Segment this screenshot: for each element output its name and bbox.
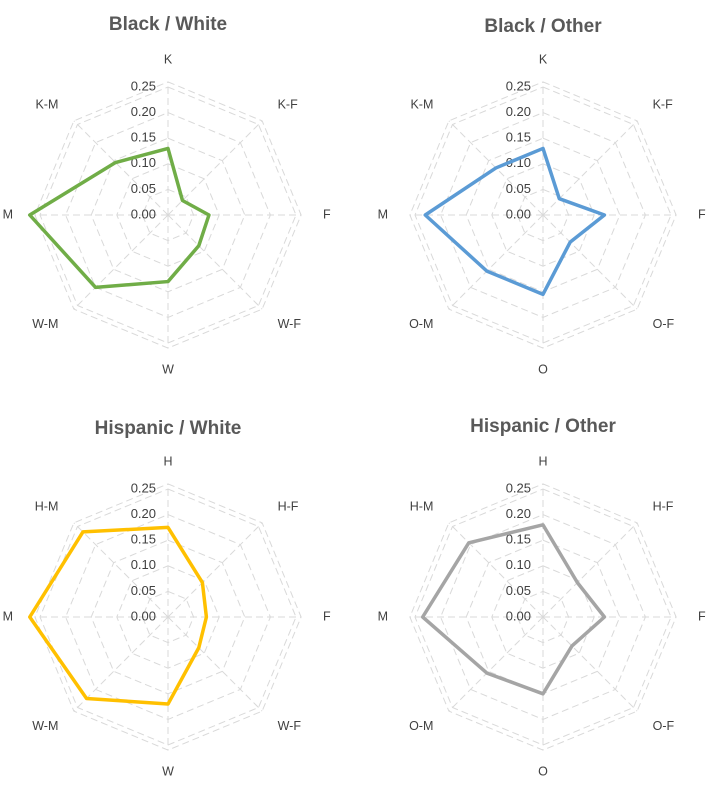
category-label-h-f: H-F	[653, 500, 674, 514]
series-line	[423, 146, 607, 297]
axis-spoke	[73, 616, 169, 712]
axis-spoke	[542, 214, 638, 310]
series-line	[420, 523, 607, 696]
category-label-k: K	[539, 52, 548, 66]
tick-label: 0.10	[506, 557, 531, 572]
tick-label: 0.00	[131, 206, 156, 221]
category-label-m: M	[3, 207, 13, 221]
tick-label: 0.15	[131, 532, 156, 547]
gridline-ring	[90, 539, 246, 695]
category-label-o-m: O-M	[409, 719, 433, 733]
category-label-w: W	[162, 362, 174, 376]
chart-title: Hispanic / Other	[470, 416, 616, 437]
axis-spoke	[167, 616, 263, 712]
category-label-m: M	[3, 609, 13, 623]
axis-spoke	[542, 522, 638, 618]
axis-spoke	[73, 120, 169, 216]
category-label-o-f: O-F	[653, 719, 675, 733]
category-label-k: K	[164, 52, 173, 66]
radar-chart-hispanic-other: Hispanic / Other 0.00 0.05 0.10 0.15 0.20 0.25…	[378, 416, 706, 778]
gridline-ring	[116, 565, 220, 669]
tick-label: 0.25	[506, 78, 531, 93]
axis-spoke	[448, 522, 544, 618]
tick-label: 0.00	[506, 608, 531, 623]
category-label-k-f: K-F	[653, 98, 674, 112]
category-label-o-f: O-F	[653, 317, 675, 331]
category-label-h-f: H-F	[278, 500, 299, 514]
tick-label: 0.15	[506, 532, 531, 547]
series-line	[28, 525, 209, 706]
category-label-o: O	[538, 362, 548, 376]
tick-label: 0.20	[131, 104, 156, 119]
tick-label: 0.25	[131, 480, 156, 495]
category-label-w-m: W-M	[32, 317, 58, 331]
category-label-h: H	[163, 454, 172, 468]
tick-label: 0.20	[131, 506, 156, 521]
category-label-f: F	[323, 609, 331, 623]
category-label-f: F	[698, 609, 706, 623]
tick-label: 0.05	[131, 181, 156, 196]
category-label-h-m: H-M	[410, 500, 434, 514]
category-label-f: F	[698, 207, 706, 221]
category-label-h-m: H-M	[35, 500, 59, 514]
category-label-m: M	[378, 207, 388, 221]
tick-label: 0.25	[131, 78, 156, 93]
category-label-k-f: K-F	[278, 98, 299, 112]
axis-spoke	[448, 616, 544, 712]
tick-label: 0.05	[506, 181, 531, 196]
category-label-w-m: W-M	[32, 719, 58, 733]
tick-label: 0.10	[131, 155, 156, 170]
category-label-h: H	[538, 454, 547, 468]
axis-spoke	[542, 616, 638, 712]
chart-title: Black / White	[109, 14, 227, 35]
axis-spoke	[542, 120, 638, 216]
tick-label: 0.10	[131, 557, 156, 572]
category-label-w: W	[162, 764, 174, 778]
chart-title: Hispanic / White	[95, 418, 242, 439]
category-label-o-m: O-M	[409, 317, 433, 331]
category-label-w-f: W-F	[278, 317, 302, 331]
radar-chart-hispanic-white: Hispanic / White 0.00 0.05 0.10 0.15 0.20 0.25…	[3, 418, 331, 778]
axis-spoke	[73, 522, 169, 618]
tick-label: 0.25	[506, 480, 531, 495]
category-label-k-m: K-M	[35, 98, 58, 112]
category-label-m: M	[378, 609, 388, 623]
tick-label: 0.00	[131, 608, 156, 623]
category-label-o: O	[538, 764, 548, 778]
gridline-ring	[491, 163, 595, 267]
tick-label: 0.05	[131, 583, 156, 598]
tick-label: 0.00	[506, 206, 531, 221]
tick-label: 0.05	[506, 583, 531, 598]
axis-spoke	[167, 214, 263, 310]
category-label-k-m: K-M	[410, 98, 433, 112]
axis-spoke	[73, 214, 169, 310]
axis-spoke	[167, 522, 263, 618]
series-line	[28, 146, 211, 290]
gridline-ring	[116, 163, 220, 267]
axis-spoke	[448, 214, 544, 310]
category-label-w-f: W-F	[278, 719, 302, 733]
radar-chart-black-other: Black / Other 0.00 0.05 0.10 0.15 0.20 0.25 K K-…	[378, 16, 706, 376]
gridline-ring	[491, 565, 595, 669]
tick-label: 0.15	[506, 130, 531, 145]
category-label-f: F	[323, 207, 331, 221]
radar-chart-black-white: Black / White 0.00 0.05 0.10 0.15 0.20 0.25 K K-…	[3, 14, 331, 376]
tick-label: 0.10	[506, 155, 531, 170]
tick-label: 0.20	[506, 506, 531, 521]
chart-title: Black / Other	[484, 16, 602, 37]
tick-label: 0.15	[131, 130, 156, 145]
tick-label: 0.20	[506, 104, 531, 119]
gridline-ring	[90, 137, 246, 293]
